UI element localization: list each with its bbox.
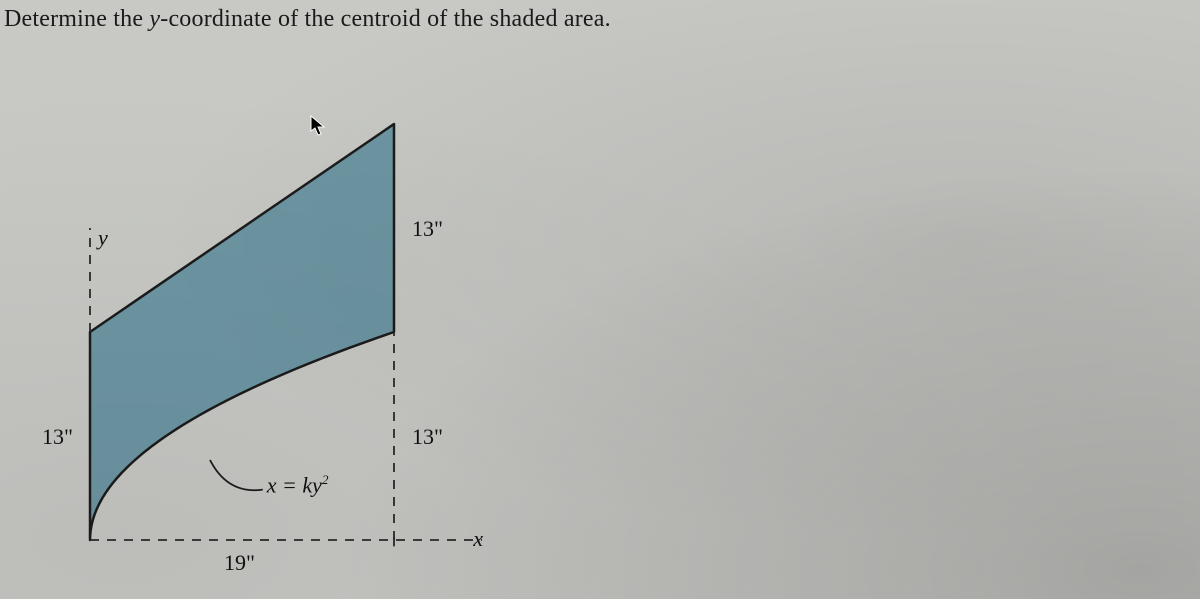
dim-right-upper: 13" xyxy=(412,216,443,242)
axis-label-y: y xyxy=(98,225,108,251)
axis-label-x: x xyxy=(473,526,483,552)
figure-svg xyxy=(30,90,630,590)
dim-bottom: 19" xyxy=(224,550,255,576)
dim-right-lower: 13" xyxy=(412,424,443,450)
question-text: Determine the y-coordinate of the centro… xyxy=(4,6,611,33)
figure: 13" 13" 13" 19" y x x = ky2 xyxy=(30,90,630,590)
curve-leader xyxy=(210,460,263,490)
curve-equation: x = ky2 xyxy=(267,472,329,498)
question-yvar: y xyxy=(149,6,160,32)
question-prefix: Determine the xyxy=(4,6,149,32)
question-suffix: -coordinate of the centroid of the shade… xyxy=(160,6,611,32)
dim-left: 13" xyxy=(42,424,73,450)
shaded-area xyxy=(90,124,394,540)
